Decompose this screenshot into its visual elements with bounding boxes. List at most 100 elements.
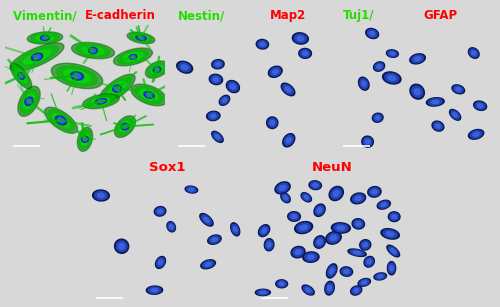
Polygon shape <box>134 35 148 41</box>
Polygon shape <box>318 208 322 213</box>
Polygon shape <box>215 135 220 139</box>
Text: E-cadherin: E-cadherin <box>85 10 156 22</box>
Polygon shape <box>53 114 69 127</box>
Polygon shape <box>368 187 381 197</box>
Polygon shape <box>78 127 92 151</box>
Polygon shape <box>19 74 23 78</box>
Polygon shape <box>42 37 48 39</box>
Polygon shape <box>220 95 230 105</box>
Polygon shape <box>18 86 40 116</box>
Polygon shape <box>377 200 390 209</box>
Polygon shape <box>302 51 308 55</box>
Polygon shape <box>216 62 220 66</box>
Polygon shape <box>92 98 110 105</box>
Polygon shape <box>148 287 160 293</box>
Polygon shape <box>377 65 382 68</box>
Text: GFAP: GFAP <box>423 10 457 22</box>
Polygon shape <box>48 110 74 131</box>
Polygon shape <box>134 86 164 103</box>
Polygon shape <box>314 236 326 248</box>
Polygon shape <box>208 112 218 119</box>
Polygon shape <box>383 230 397 238</box>
Polygon shape <box>72 42 114 59</box>
Polygon shape <box>388 76 396 80</box>
Polygon shape <box>352 287 360 294</box>
Polygon shape <box>258 41 267 48</box>
Polygon shape <box>334 224 348 232</box>
Polygon shape <box>293 248 304 256</box>
Polygon shape <box>44 107 78 133</box>
Polygon shape <box>476 102 485 109</box>
Polygon shape <box>114 87 119 91</box>
Polygon shape <box>374 273 386 280</box>
Polygon shape <box>468 48 479 58</box>
Polygon shape <box>412 55 424 63</box>
Polygon shape <box>305 253 317 261</box>
Polygon shape <box>234 227 237 232</box>
Polygon shape <box>130 33 152 42</box>
Polygon shape <box>352 194 364 202</box>
Polygon shape <box>182 65 188 70</box>
Polygon shape <box>99 74 135 103</box>
Polygon shape <box>120 121 130 132</box>
Polygon shape <box>392 215 396 219</box>
Polygon shape <box>370 32 374 36</box>
Polygon shape <box>453 113 458 117</box>
Polygon shape <box>473 132 479 136</box>
Polygon shape <box>314 204 325 216</box>
Polygon shape <box>144 91 154 98</box>
Polygon shape <box>25 97 33 105</box>
Polygon shape <box>428 99 442 105</box>
Polygon shape <box>292 215 296 218</box>
Polygon shape <box>64 70 90 82</box>
Polygon shape <box>114 48 152 66</box>
Polygon shape <box>368 30 377 37</box>
Polygon shape <box>176 61 192 73</box>
Polygon shape <box>432 121 444 131</box>
Polygon shape <box>301 193 312 202</box>
Polygon shape <box>390 266 393 271</box>
Polygon shape <box>212 60 224 69</box>
Polygon shape <box>360 79 368 88</box>
Polygon shape <box>282 194 289 201</box>
Polygon shape <box>328 233 340 243</box>
Polygon shape <box>266 117 278 129</box>
Polygon shape <box>434 122 442 130</box>
Polygon shape <box>270 120 274 125</box>
Polygon shape <box>283 85 293 94</box>
Polygon shape <box>388 263 394 273</box>
Polygon shape <box>370 188 380 196</box>
Polygon shape <box>351 193 366 204</box>
Polygon shape <box>214 61 222 68</box>
Polygon shape <box>79 130 91 149</box>
Polygon shape <box>178 63 190 72</box>
Polygon shape <box>381 229 400 239</box>
Polygon shape <box>122 125 128 129</box>
Polygon shape <box>297 36 304 41</box>
Polygon shape <box>367 260 371 264</box>
Polygon shape <box>86 95 116 107</box>
Polygon shape <box>18 72 24 80</box>
Text: Tuj1/GFAP: Tuj1/GFAP <box>382 10 448 22</box>
Polygon shape <box>387 245 400 257</box>
Polygon shape <box>355 196 361 200</box>
Polygon shape <box>24 94 34 109</box>
Polygon shape <box>300 225 307 230</box>
Polygon shape <box>376 116 380 119</box>
Polygon shape <box>202 215 211 224</box>
Polygon shape <box>98 193 104 198</box>
Polygon shape <box>330 268 334 274</box>
Polygon shape <box>328 286 332 291</box>
Polygon shape <box>282 134 295 147</box>
Polygon shape <box>436 124 440 128</box>
Polygon shape <box>344 270 349 274</box>
Polygon shape <box>358 77 369 90</box>
Polygon shape <box>470 131 482 138</box>
Polygon shape <box>222 98 226 102</box>
Polygon shape <box>272 70 278 74</box>
Polygon shape <box>206 111 220 121</box>
Polygon shape <box>390 249 396 253</box>
Polygon shape <box>362 281 367 284</box>
Polygon shape <box>288 212 300 221</box>
Polygon shape <box>270 68 280 76</box>
